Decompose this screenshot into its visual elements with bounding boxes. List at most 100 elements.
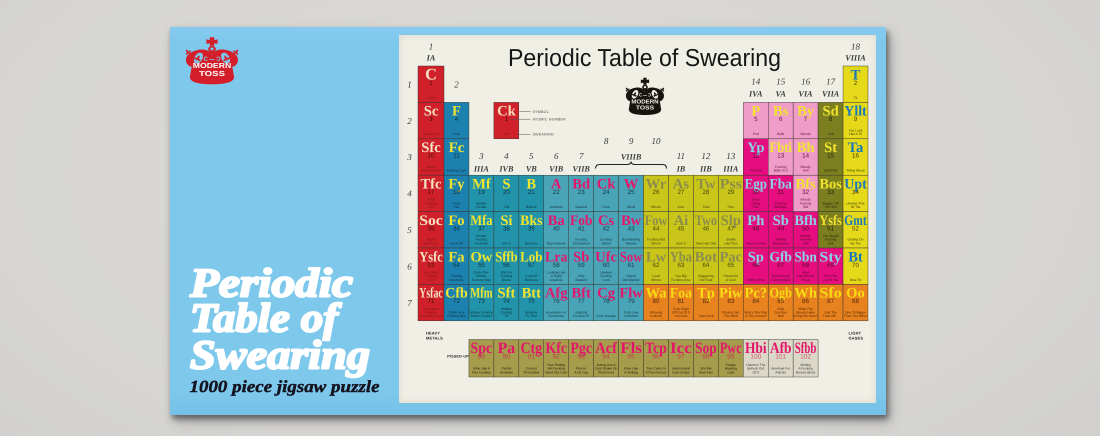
svg-text:Pss: Pss xyxy=(720,177,743,193)
svg-text:Stupid: Stupid xyxy=(426,165,436,169)
svg-text:Shitting Piss: Shitting Piss xyxy=(747,278,765,282)
svg-text:11: 11 xyxy=(677,151,685,161)
svg-text:VIA: VIA xyxy=(799,89,814,98)
svg-text:Fuck Off...: Fuck Off... xyxy=(823,314,838,318)
svg-text:Lra: Lra xyxy=(545,249,568,265)
svg-text:Pringle: Pringle xyxy=(726,363,736,367)
svg-text:You Arse: You Arse xyxy=(674,314,687,318)
svg-text:58: 58 xyxy=(553,262,560,269)
svg-text:6: 6 xyxy=(554,151,559,161)
svg-text:23: 23 xyxy=(578,189,585,196)
svg-text:Shit It: Shit It xyxy=(502,241,511,245)
svg-text:Need Out Cunt: Need Out Cunt xyxy=(545,370,567,374)
svg-text:Ysfs: Ysfs xyxy=(819,213,842,229)
svg-text:Acf: Acf xyxy=(595,340,617,357)
svg-text:Sbn: Sbn xyxy=(794,249,816,265)
svg-text:VIIB: VIIB xyxy=(573,164,591,173)
svg-text:In The Corner?: In The Corner? xyxy=(745,314,767,318)
svg-text:Mother: Mother xyxy=(476,234,487,238)
svg-text:38: 38 xyxy=(503,225,510,232)
svg-text:Cocking: Cocking xyxy=(600,238,612,242)
svg-text:C: C xyxy=(425,64,437,83)
svg-text:Yp: Yp xyxy=(747,140,764,156)
svg-text:82: 82 xyxy=(702,298,709,305)
svg-text:54: 54 xyxy=(453,262,460,269)
svg-text:14: 14 xyxy=(751,76,761,86)
svg-text:Balls: Balls xyxy=(777,132,784,136)
svg-text:Wanker: Wanker xyxy=(625,241,637,245)
svg-text:Fucking Arse: Fucking Arse xyxy=(671,278,690,282)
svg-text:You Stupid: You Stupid xyxy=(423,270,439,274)
svg-text:100: 100 xyxy=(750,353,761,360)
svg-text:Two Cunts In: Two Cunts In xyxy=(646,367,665,371)
svg-text:Lw: Lw xyxy=(646,249,667,265)
svg-text:Cunt Crisps: Cunt Crisps xyxy=(672,370,690,374)
svg-text:12: 12 xyxy=(701,151,711,161)
svg-text:Yba: Yba xyxy=(670,249,693,265)
svg-text:Big Arsehole: Big Arsehole xyxy=(547,241,566,245)
svg-text:You Prat: You Prat xyxy=(750,169,763,173)
svg-text:Useless Pair: Useless Pair xyxy=(846,201,865,205)
svg-text:Of Tits: Of Tits xyxy=(851,205,861,209)
svg-text:Fucking: Fucking xyxy=(800,238,812,242)
svg-text:T: T xyxy=(851,67,861,83)
svg-text:Arsehole: Arsehole xyxy=(550,278,563,282)
svg-text:91: 91 xyxy=(528,353,536,360)
svg-text:Pwc: Pwc xyxy=(720,340,742,357)
svg-text:International: International xyxy=(672,367,690,371)
svg-text:8: 8 xyxy=(604,136,609,146)
svg-text:You Big: You Big xyxy=(675,274,686,278)
svg-text:Arse It: Arse It xyxy=(676,241,686,245)
svg-text:Silly: Silly xyxy=(578,274,584,278)
svg-text:Breeze Block: Breeze Block xyxy=(796,370,816,374)
svg-text:Fucking Cunt: Fucking Cunt xyxy=(447,169,467,173)
svg-text:Tit Grabber: Tit Grabber xyxy=(523,370,540,374)
svg-text:Fucking Tit: Fucking Tit xyxy=(573,314,589,318)
svg-text:Old Wanker: Old Wanker xyxy=(622,278,640,282)
svg-text:1: 1 xyxy=(407,79,412,89)
svg-text:Mother: Mother xyxy=(476,274,487,278)
svg-text:86: 86 xyxy=(802,298,809,305)
svg-text:16: 16 xyxy=(801,76,811,86)
svg-text:Piss It A Hole: Piss It A Hole xyxy=(746,241,766,245)
svg-text:96: 96 xyxy=(652,353,660,360)
svg-text:94: 94 xyxy=(602,353,610,360)
svg-text:Old Bastard: Old Bastard xyxy=(572,241,590,245)
svg-text:78: 78 xyxy=(603,298,610,305)
svg-text:Bfh: Bfh xyxy=(794,213,816,229)
svg-text:74: 74 xyxy=(503,298,510,305)
svg-text:84: 84 xyxy=(752,298,759,305)
svg-text:Cock: Cock xyxy=(602,278,610,282)
svg-text:Sod That: Sod That xyxy=(824,169,837,173)
svg-text:Shitting: Shitting xyxy=(775,238,786,242)
svg-text:Fucking Way: Fucking Way xyxy=(472,278,491,282)
svg-text:Periodic Table of Swearing: Periodic Table of Swearing xyxy=(508,45,781,72)
svg-text:11: 11 xyxy=(453,153,460,160)
svg-text:Fucking bike: Fucking bike xyxy=(447,314,466,318)
svg-text:Fucking: Fucking xyxy=(600,274,612,278)
svg-text:P: P xyxy=(751,104,760,120)
svg-text:One Tit Bigger: One Tit Bigger xyxy=(845,311,867,315)
svg-text:Buggering: Buggering xyxy=(698,274,713,278)
svg-text:Bd: Bd xyxy=(572,177,590,193)
svg-text:3: 3 xyxy=(429,116,433,123)
svg-text:Fucking Balls: Fucking Balls xyxy=(771,278,791,282)
svg-text:55: 55 xyxy=(478,262,485,269)
svg-text:Load Of: Load Of xyxy=(525,274,537,278)
svg-text:Sow: Sow xyxy=(620,249,643,265)
svg-text:W: W xyxy=(624,177,639,193)
svg-text:You: You xyxy=(454,205,460,209)
svg-text:17: 17 xyxy=(428,189,435,196)
svg-text:71: 71 xyxy=(428,298,435,305)
svg-text:Bt: Bt xyxy=(848,249,863,265)
svg-text:4: 4 xyxy=(504,151,509,161)
svg-text:Fucking: Fucking xyxy=(451,274,463,278)
svg-text:Fuck: Fuck xyxy=(453,132,460,136)
svg-text:51: 51 xyxy=(827,225,834,232)
svg-text:90: 90 xyxy=(503,353,511,360)
svg-text:Gfb: Gfb xyxy=(770,249,792,265)
svg-text:Ph: Ph xyxy=(747,213,764,229)
svg-text:Farts Like: Farts Like xyxy=(624,311,639,315)
svg-text:Swearing: Swearing xyxy=(190,332,370,378)
svg-text:1: 1 xyxy=(429,80,433,87)
